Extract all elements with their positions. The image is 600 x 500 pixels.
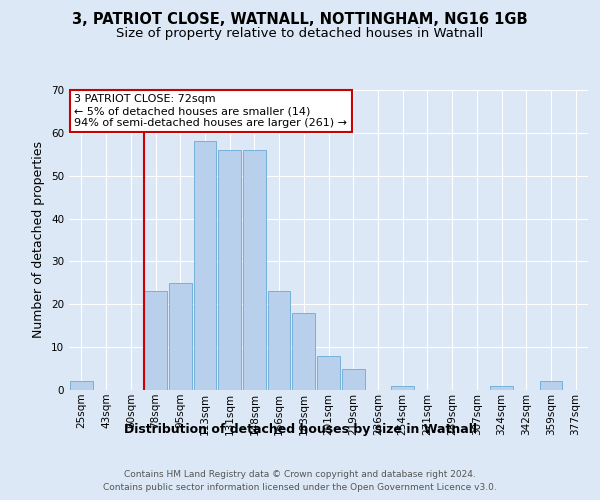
Bar [218,150,241,390]
Bar [391,386,414,390]
Bar [70,382,93,390]
Bar [268,292,290,390]
Text: 3 PATRIOT CLOSE: 72sqm
← 5% of detached houses are smaller (14)
94% of semi-deta: 3 PATRIOT CLOSE: 72sqm ← 5% of detached … [74,94,347,128]
Text: Size of property relative to detached houses in Watnall: Size of property relative to detached ho… [116,28,484,40]
Bar [490,386,513,390]
Text: Distribution of detached houses by size in Watnall: Distribution of detached houses by size … [124,422,476,436]
Bar [144,292,167,390]
Bar [194,142,216,390]
Text: 3, PATRIOT CLOSE, WATNALL, NOTTINGHAM, NG16 1GB: 3, PATRIOT CLOSE, WATNALL, NOTTINGHAM, N… [72,12,528,28]
Bar [342,368,365,390]
Bar [169,283,191,390]
Y-axis label: Number of detached properties: Number of detached properties [32,142,46,338]
Text: Contains public sector information licensed under the Open Government Licence v3: Contains public sector information licen… [103,484,497,492]
Bar [539,382,562,390]
Bar [317,356,340,390]
Text: Contains HM Land Registry data © Crown copyright and database right 2024.: Contains HM Land Registry data © Crown c… [124,470,476,479]
Bar [292,313,315,390]
Bar [243,150,266,390]
